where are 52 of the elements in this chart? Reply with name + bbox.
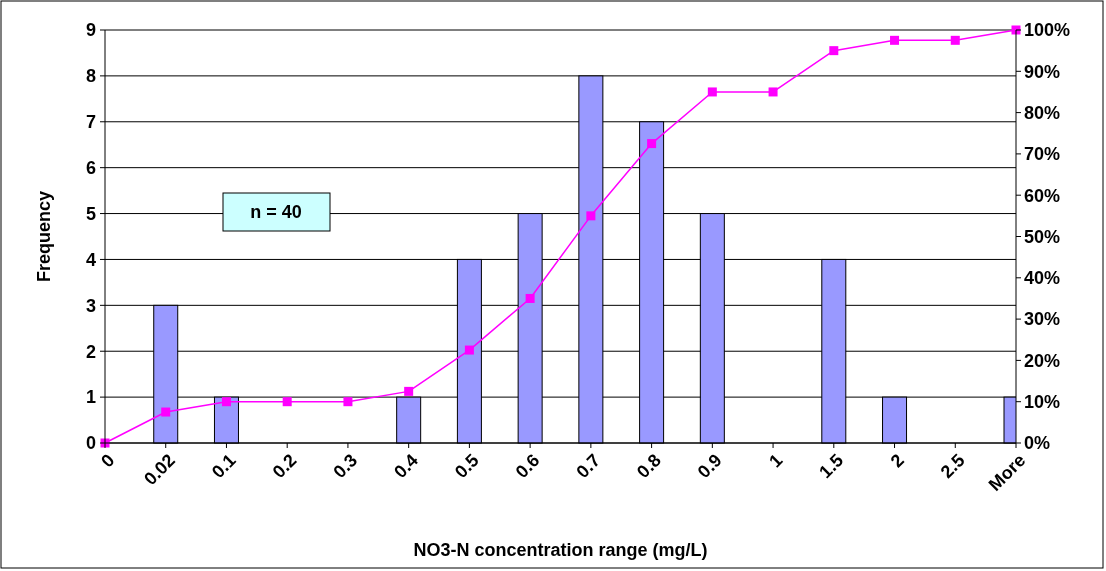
y-tick-label: 9 [85,20,96,41]
point [221,397,231,407]
y2-tick-label: 50% [1024,226,1061,247]
y2-tick-label: 10% [1024,392,1061,412]
y2-tick-label: 70% [1024,144,1061,165]
y2-tick-label: 30% [1024,309,1061,330]
point [404,386,414,396]
point [586,211,596,221]
y2-tick-label: 20% [1024,350,1061,371]
point [161,407,171,417]
y2-tick-label: 100% [1024,20,1071,41]
x-tick-label: 0.8 [633,450,665,482]
point [282,397,292,407]
y2-tick-label: 90% [1024,61,1061,82]
y2-tick-label: 0% [1024,433,1051,454]
y-tick-label: 3 [85,295,96,316]
x-tick-label: 0.6 [511,450,544,482]
x-tick-label: 0.7 [572,450,605,482]
x-axis-title: NO3-N concentration range (mg/L) [413,540,708,560]
x-tick-label: 1.5 [815,450,848,482]
y-tick-label: 8 [85,66,96,87]
y-tick-label: 5 [85,203,96,224]
point [829,46,839,56]
point [647,139,657,149]
x-tick-label: 0.2 [268,450,301,482]
x-tick-label: 2 [886,450,908,472]
y-axis-title: Frequency [34,190,54,283]
point [890,35,900,45]
x-tick-label: 0.4 [390,450,422,482]
x-tick-label: 0.5 [450,450,483,482]
x-tick-label: 2.5 [936,450,969,482]
y-tick-label: 7 [85,112,96,133]
x-tick-label: 0.9 [693,450,726,482]
x-tick-label: 0.3 [329,450,362,482]
point [768,87,778,97]
annotation: n = 40 [250,202,302,223]
y-tick-label: 6 [85,157,96,178]
y-tick-label: 4 [85,249,96,270]
y2-tick-label: 80% [1024,102,1061,123]
y2-tick-label: 40% [1024,268,1061,289]
x-tick-label: 1 [765,450,787,472]
point [950,35,960,45]
y2-tick-label: 60% [1024,185,1061,206]
point [343,397,353,407]
x-tick-label: 0.02 [140,450,180,490]
x-tick-label: 0.1 [207,450,240,482]
point [525,293,535,303]
y-tick-label: 1 [85,387,96,408]
y-tick-label: 0 [85,433,96,454]
y-tick-label: 2 [85,341,96,362]
point [707,87,717,97]
point [464,345,474,355]
